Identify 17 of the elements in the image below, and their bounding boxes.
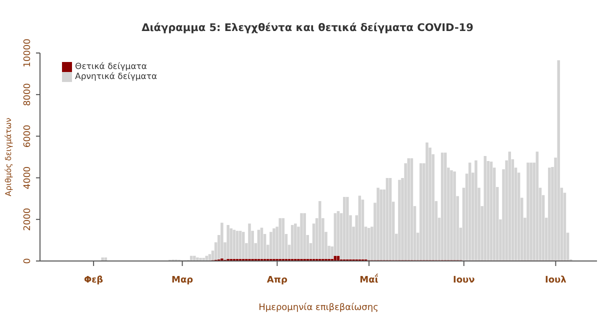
legend-label: Αρνητικά δείγματα [75, 72, 158, 82]
y-tick-label: 2000 [23, 208, 33, 231]
legend-label: Θετικά δείγματα [75, 62, 148, 72]
x-tick-label: Ιουλ [545, 275, 567, 286]
y-tick-label: 0 [23, 258, 33, 264]
y-axis-title: Αριθμός δειγμάτων [4, 117, 13, 196]
x-tick-label: Φεβ [84, 275, 104, 286]
x-axis-title: Ημερομηνία επιβεβαίωσης [258, 302, 378, 313]
y-tick-label: 8000 [23, 82, 33, 106]
x-tick-label: Απρ [266, 275, 288, 286]
x-tick-label: Μαρ [172, 275, 194, 286]
x-tick-label: Ιουν [452, 275, 475, 286]
y-tick-label: 10000 [23, 38, 33, 68]
x-tick-label: Μαΐ [360, 273, 379, 286]
y-tick-label: 6000 [23, 124, 33, 148]
chart-title: Διάγραμμα 5: Ελεγχθέντα και θετικά δείγματα COVID-19 [140, 22, 474, 34]
y-tick-label: 4000 [23, 166, 33, 190]
